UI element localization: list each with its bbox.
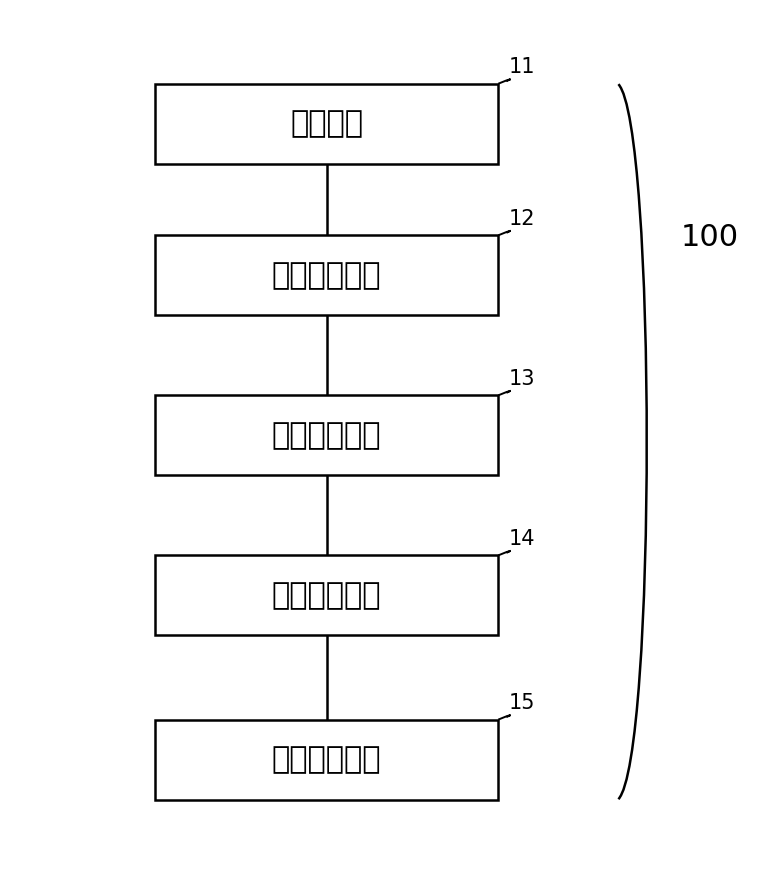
Text: 第二计算模块: 第二计算模块 xyxy=(272,421,382,450)
Bar xyxy=(155,719,498,799)
Text: 13: 13 xyxy=(508,368,535,389)
Text: 第三计算模块: 第三计算模块 xyxy=(272,581,382,610)
Bar xyxy=(155,236,498,315)
Text: 100: 100 xyxy=(681,223,739,252)
Text: 15: 15 xyxy=(508,693,535,713)
Text: 12: 12 xyxy=(508,209,535,228)
Text: 11: 11 xyxy=(508,57,535,77)
Text: 第一计算模块: 第一计算模块 xyxy=(272,261,382,289)
Text: 第四计算模块: 第四计算模块 xyxy=(272,745,382,774)
Text: 统计模块: 统计模块 xyxy=(290,109,363,138)
Bar xyxy=(155,395,498,476)
Bar xyxy=(155,556,498,635)
Text: 14: 14 xyxy=(508,529,535,548)
Bar xyxy=(155,83,498,164)
